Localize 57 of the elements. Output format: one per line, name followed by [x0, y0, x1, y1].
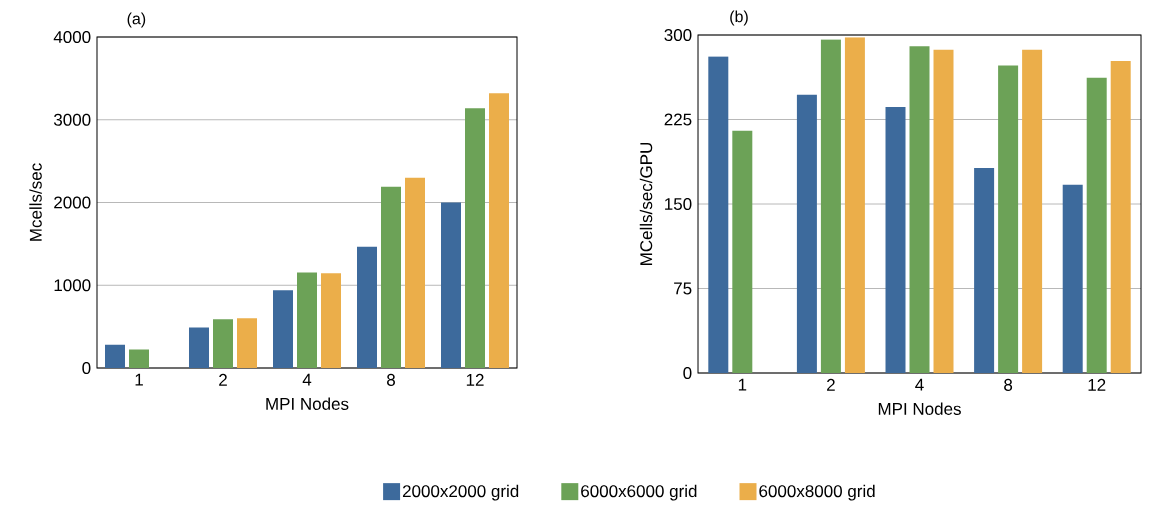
x-tick-label: 2	[827, 378, 835, 391]
bar	[321, 273, 341, 369]
x-tick-label: 4	[915, 378, 924, 391]
y-tick-label: 0	[683, 366, 692, 380]
bar	[489, 93, 509, 369]
bar	[1022, 49, 1043, 374]
bar	[405, 177, 425, 369]
y-tick-label: 0	[82, 361, 91, 375]
x-tick-label: 12	[1088, 378, 1106, 391]
bar	[708, 56, 729, 374]
y-tick-label: 75	[674, 282, 692, 295]
y-tick-label: 1000	[54, 279, 91, 292]
y-tick-label: 4000	[53, 30, 91, 44]
chart-title: (b)	[730, 10, 748, 26]
bar	[441, 202, 461, 369]
y-tick-label: 2000	[54, 196, 91, 209]
bar	[909, 46, 930, 374]
y-axis-title: Mcells/sec	[29, 163, 42, 241]
bar	[796, 94, 817, 374]
bar	[732, 130, 753, 374]
x-axis-title: MPI Nodes	[878, 402, 961, 415]
y-tick-label: 3000	[53, 113, 91, 126]
bar	[1110, 60, 1131, 374]
bar	[357, 246, 377, 369]
bar	[297, 272, 317, 369]
bar	[885, 107, 906, 374]
y-tick-label: 150	[665, 197, 692, 211]
bar	[465, 108, 485, 369]
bar	[998, 65, 1019, 374]
y-axis-title: MCells/sec/GPU	[639, 142, 653, 265]
bar	[189, 327, 209, 369]
chart-title: (a)	[127, 12, 146, 28]
y-tick-label: 300	[664, 28, 692, 42]
bar	[1086, 77, 1107, 374]
bar	[1062, 184, 1083, 374]
x-tick-label: 2	[219, 373, 227, 386]
legend-label: 6000x8000 grid	[759, 484, 875, 501]
y-tick-label: 225	[664, 113, 692, 126]
x-axis-title: MPI Nodes	[266, 397, 349, 410]
bar	[105, 344, 125, 369]
bar	[381, 186, 401, 369]
bar	[844, 37, 865, 374]
x-tick-label: 1	[738, 378, 747, 391]
legend-label: 2000x2000 grid	[402, 484, 519, 501]
x-tick-label: 12	[466, 373, 484, 386]
bar	[273, 290, 293, 369]
bar	[820, 39, 841, 374]
legend-label: 6000x6000 grid	[581, 484, 697, 501]
x-tick-label: 8	[1004, 378, 1013, 391]
x-tick-label: 1	[135, 373, 143, 386]
bar	[237, 318, 257, 369]
bar	[933, 49, 954, 374]
x-tick-label: 8	[387, 373, 395, 386]
bar	[974, 167, 995, 374]
bar	[129, 349, 149, 369]
x-tick-label: 4	[302, 373, 312, 386]
bar	[213, 319, 233, 369]
